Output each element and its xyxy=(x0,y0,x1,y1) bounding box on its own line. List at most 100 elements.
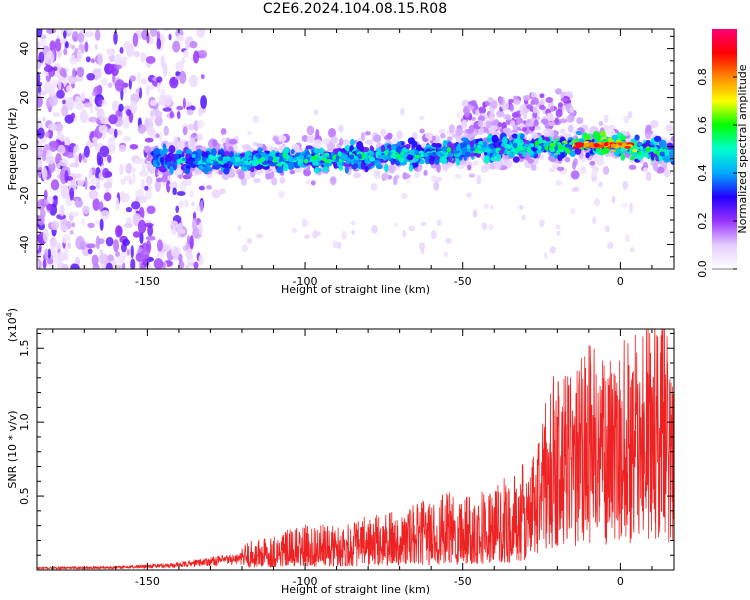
ridge-halo-cell xyxy=(468,173,476,178)
ridge-halo-cell xyxy=(145,175,153,186)
ridge-peak-cell xyxy=(639,145,644,150)
noise-cell xyxy=(53,195,58,201)
ridge-cell xyxy=(314,148,322,154)
noise-cell xyxy=(70,179,76,185)
faint-cell xyxy=(400,108,405,116)
ridge-cell xyxy=(619,135,627,141)
x-tick-label: -50 xyxy=(454,275,472,288)
noise-cell xyxy=(74,104,85,110)
noise-cell xyxy=(61,233,71,244)
noise-cell xyxy=(68,43,73,48)
noise-cell xyxy=(120,178,126,185)
arm-cell xyxy=(532,106,539,114)
noise-cell xyxy=(163,125,169,136)
ridge-peak-cell xyxy=(375,151,380,157)
arm-cell xyxy=(550,105,555,112)
noise-cell xyxy=(192,50,200,64)
faint-cell xyxy=(291,227,298,233)
ridge-halo-cell xyxy=(628,164,637,170)
faint-cell xyxy=(539,219,545,228)
ridge-halo-cell xyxy=(551,163,559,169)
arm-cell xyxy=(533,119,539,127)
ridge-halo-cell xyxy=(527,158,535,164)
noise-cell xyxy=(69,230,74,235)
noise-cell xyxy=(70,211,80,217)
snr-series-line xyxy=(37,329,674,570)
noise-cell xyxy=(126,109,132,117)
x-axis-label: Height of straight line (km) xyxy=(281,283,430,296)
ridge-cell xyxy=(502,136,508,145)
arm-cell xyxy=(531,97,539,105)
noise-cell xyxy=(200,199,204,213)
ridge-cell xyxy=(658,139,667,148)
noise-cell xyxy=(116,255,125,265)
noise-cell xyxy=(61,263,69,269)
noise-cell xyxy=(57,77,62,91)
ridge-peak-cell xyxy=(349,151,353,156)
noise-cell xyxy=(50,220,60,231)
ridge-cell xyxy=(512,156,520,163)
noise-cell xyxy=(45,155,56,165)
noise-cell xyxy=(198,106,204,117)
ridge-peak-cell xyxy=(637,151,642,156)
ridge-peak-cell xyxy=(426,152,433,156)
noise-cell xyxy=(107,255,115,263)
noise-cell xyxy=(175,34,185,42)
noise-cell xyxy=(189,189,195,198)
noise-cell xyxy=(137,71,141,85)
noise-cell xyxy=(37,29,43,38)
noise-cell xyxy=(186,109,194,116)
ridge-halo-cell xyxy=(169,182,174,188)
arm-cell xyxy=(477,115,485,122)
ridge-halo-cell xyxy=(645,131,652,140)
arm-cell xyxy=(509,104,514,112)
noise-cell xyxy=(77,178,85,187)
faint-cell xyxy=(443,251,448,257)
noise-cell xyxy=(83,157,88,164)
noise-cell xyxy=(103,181,113,189)
noise-cell xyxy=(153,258,164,269)
ridge-cell xyxy=(634,134,640,141)
faint-cell xyxy=(396,130,403,140)
ridge-peak-cell xyxy=(397,154,401,160)
ridge-halo-cell xyxy=(268,145,274,151)
ridge-cell xyxy=(349,139,356,146)
ridge-cell xyxy=(174,153,179,161)
bottom-axes-frame xyxy=(36,328,675,571)
ridge-peak-cell xyxy=(469,147,476,152)
noise-cell xyxy=(188,74,198,88)
ridge-halo-cell xyxy=(148,165,156,175)
ridge-peak-cell xyxy=(291,157,298,161)
ridge-peak-cell xyxy=(537,145,542,150)
noise-cell xyxy=(46,29,57,34)
ridge-cell xyxy=(290,149,295,155)
ridge-peak-cell xyxy=(455,147,462,151)
noise-cell xyxy=(88,116,98,123)
ridge-peak-cell xyxy=(297,160,302,166)
ridge-cell xyxy=(252,150,257,156)
ridge-peak-cell xyxy=(544,146,549,151)
noise-cell xyxy=(83,145,90,158)
noise-cell xyxy=(130,258,136,269)
ridge-halo-cell xyxy=(442,163,449,172)
noise-cell xyxy=(49,238,58,249)
noise-cell xyxy=(103,192,112,202)
ridge-halo-cell xyxy=(608,124,616,131)
ridge-halo-cell xyxy=(472,160,480,166)
faint-cell xyxy=(456,112,461,119)
ridge-halo-cell xyxy=(373,134,382,143)
y-tick-label: -20 xyxy=(18,187,31,205)
noise-cell xyxy=(147,127,156,136)
noise-cell xyxy=(139,232,144,244)
ridge-peak-cell xyxy=(383,150,389,156)
ridge-halo-cell xyxy=(279,176,286,184)
noise-cell xyxy=(84,31,95,38)
arm-cell xyxy=(511,111,520,119)
ridge-peak-cell xyxy=(258,158,265,163)
noise-cell xyxy=(145,55,156,64)
arm-cell xyxy=(475,109,480,116)
arm-cell xyxy=(485,120,492,129)
noise-cell xyxy=(123,222,133,229)
noise-cell xyxy=(198,221,203,236)
noise-cell xyxy=(140,248,150,260)
